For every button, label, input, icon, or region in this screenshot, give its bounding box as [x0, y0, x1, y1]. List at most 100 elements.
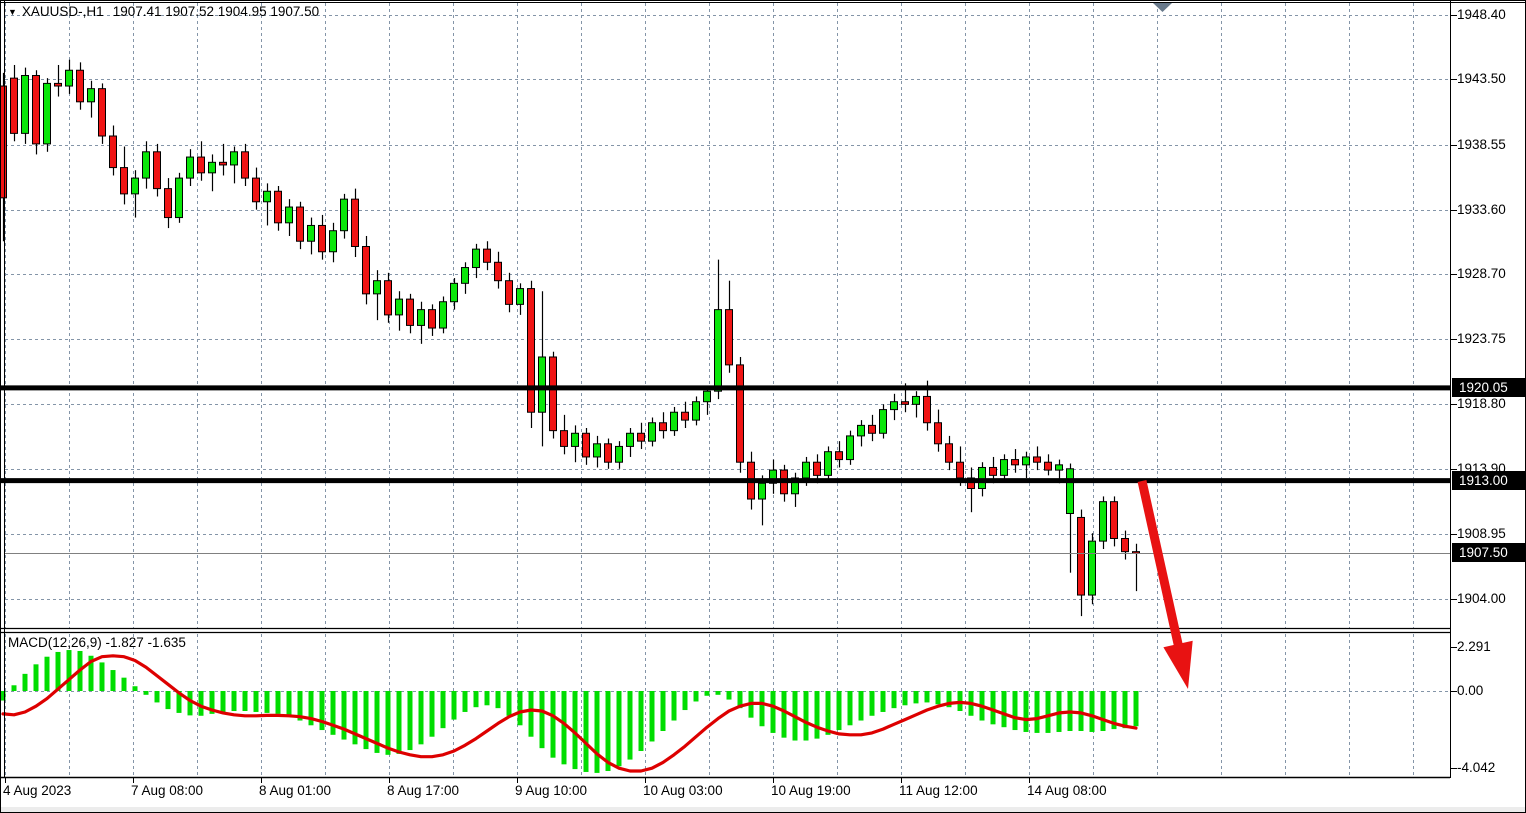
candle-bull	[571, 432, 579, 447]
macd-bar	[286, 691, 292, 717]
candle-bull	[208, 161, 216, 174]
macd-bar	[363, 691, 369, 750]
macd-bar	[319, 691, 325, 731]
macd-bar	[407, 691, 413, 751]
candle-bear	[219, 161, 227, 166]
time-axis-label: 10 Aug 19:00	[771, 783, 851, 798]
candle-bull	[373, 280, 381, 295]
macd-bar	[946, 691, 952, 708]
candle-bull	[472, 248, 480, 269]
candle-bear	[681, 411, 689, 421]
macd-bar	[671, 691, 677, 721]
macd-bar	[1034, 691, 1040, 733]
candle-bull	[186, 156, 194, 179]
candle-bull	[329, 230, 337, 253]
trend-arrow-head[interactable]	[1163, 640, 1193, 689]
candle-bear	[604, 443, 612, 463]
candle-bull	[615, 445, 623, 463]
candle-bull	[439, 301, 447, 329]
macd-axis-label: 2.291	[1457, 639, 1491, 655]
candles-series	[1, 59, 1140, 617]
macd-bar	[264, 691, 270, 713]
candle-bear	[351, 198, 359, 247]
candle-bear	[560, 430, 568, 447]
macd-bar	[385, 691, 391, 755]
macd-bar	[308, 691, 314, 726]
macd-bar	[825, 691, 831, 735]
candle-bear	[736, 364, 744, 463]
macd-bar	[759, 691, 765, 727]
candle-bull	[1000, 459, 1008, 476]
macd-bar	[528, 691, 534, 737]
macd-bar	[627, 691, 633, 760]
macd-bar	[110, 670, 116, 691]
candle-bull	[648, 422, 656, 442]
candle-bear	[1077, 516, 1085, 596]
price-tag: 1913.00	[1452, 471, 1525, 491]
trend-arrow-shaft[interactable]	[1137, 480, 1184, 651]
candle-bear	[1110, 501, 1118, 539]
candle-bear	[505, 280, 513, 305]
price-axis-label: 1904.00	[1457, 591, 1506, 606]
candle-bull	[1022, 456, 1030, 466]
macd-bar	[297, 691, 303, 721]
candle-bear	[582, 432, 590, 458]
macd-bar	[561, 691, 567, 765]
time-axis-label: 4 Aug 2023	[3, 783, 72, 798]
macd-bar	[715, 691, 721, 695]
candle-bull	[802, 461, 810, 479]
macd-bar	[451, 691, 457, 720]
macd-bar	[847, 691, 853, 726]
candle-bear	[945, 443, 953, 463]
time-axis-label: 10 Aug 03:00	[643, 783, 723, 798]
macd-bar	[1045, 691, 1051, 733]
macd-bar	[1122, 691, 1128, 729]
candle-bear	[1121, 537, 1129, 553]
macd-bar	[583, 691, 589, 772]
candle-bull	[857, 424, 865, 437]
candle-bull	[263, 190, 271, 203]
macd-bar	[990, 691, 996, 725]
candle-bull	[307, 224, 315, 242]
macd-bar	[539, 691, 545, 749]
macd-bar	[484, 691, 490, 706]
price-tag: 1920.05	[1452, 378, 1525, 398]
macd-bar	[132, 686, 138, 691]
candle-bear	[725, 309, 733, 366]
candle-bull	[285, 206, 293, 224]
time-axis-label: 8 Aug 17:00	[387, 783, 460, 798]
candle-bear	[1033, 456, 1041, 463]
macd-bar	[242, 691, 248, 712]
macd-bar	[660, 691, 666, 732]
candle-bear	[967, 477, 975, 490]
candle-bull	[43, 82, 51, 145]
time-axis-label: 9 Aug 10:00	[515, 783, 588, 798]
candle-bear	[428, 309, 436, 329]
macd-bar	[605, 691, 611, 772]
macd-bar	[1001, 691, 1007, 728]
macd-bar	[352, 691, 358, 745]
macd-bar	[495, 691, 501, 709]
macd-bar	[572, 691, 578, 770]
candle-bear	[384, 280, 392, 316]
dropdown-icon[interactable]: ▼	[8, 6, 17, 17]
marker-down-icon	[1153, 3, 1172, 12]
candle-bull	[1055, 464, 1063, 471]
symbol-title-bar: ▼ XAUUSD-,H1 1907.41 1907.52 1904.95 190…	[8, 4, 319, 19]
candle-bull	[21, 75, 29, 134]
price-axis-label: 1933.60	[1457, 201, 1506, 217]
macd-bar	[616, 691, 622, 767]
candle-bull	[703, 390, 711, 403]
candle-bull	[846, 435, 854, 461]
candle-bear	[637, 432, 645, 442]
macd-bar	[1089, 691, 1095, 732]
candle-bear	[1, 85, 7, 199]
candle-bear	[813, 461, 821, 476]
candle-bear	[1044, 461, 1052, 471]
candle-bull	[791, 477, 799, 495]
candle-bull	[538, 356, 546, 413]
candle-bear	[76, 69, 84, 103]
candle-bull	[824, 451, 832, 476]
